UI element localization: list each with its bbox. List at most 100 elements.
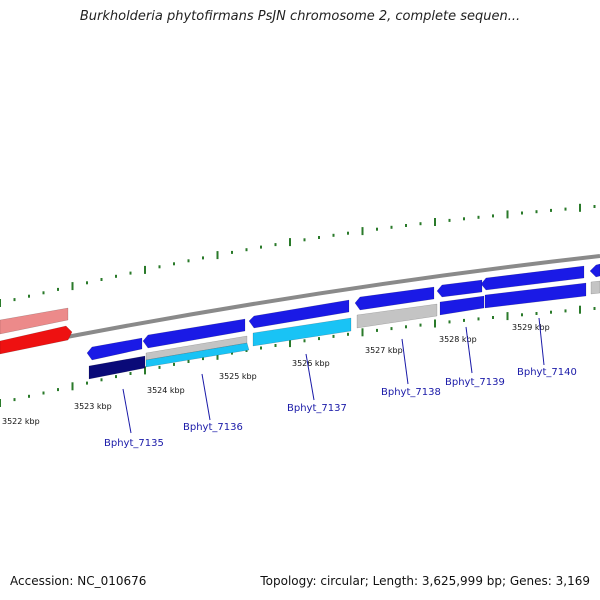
tick-label: 3526 kbp <box>292 359 330 368</box>
minor-tick <box>303 339 306 343</box>
leader-line <box>201 373 211 421</box>
major-tick <box>506 210 509 219</box>
leader-line <box>305 353 315 401</box>
chromosome-backbone <box>0 254 600 352</box>
gene-label-bphyt-7140[interactable]: Bphyt_7140 <box>517 367 577 378</box>
minor-tick <box>419 323 422 327</box>
gene-block-blue-1[interactable] <box>439 295 485 316</box>
minor-tick <box>202 357 204 361</box>
gene-block-blue-2[interactable] <box>484 282 587 309</box>
leader-line <box>538 317 545 366</box>
gene-label-bphyt-7137[interactable]: Bphyt_7137 <box>287 403 347 414</box>
gene-arrow-edge[interactable] <box>589 263 600 278</box>
major-tick <box>71 282 74 291</box>
gene-block-dark[interactable] <box>88 355 146 380</box>
minor-tick <box>260 245 262 249</box>
gene-arrow-pink[interactable] <box>0 307 69 335</box>
minor-tick <box>448 320 451 324</box>
major-tick <box>289 339 291 348</box>
minor-tick <box>477 215 480 219</box>
major-tick <box>216 351 219 360</box>
minor-tick <box>13 398 16 402</box>
minor-tick <box>115 375 117 379</box>
minor-tick <box>100 278 103 281</box>
minor-tick <box>86 381 88 385</box>
major-tick <box>579 305 581 314</box>
minor-tick <box>332 334 335 338</box>
tick-label: 3525 kbp <box>219 372 257 381</box>
minor-tick <box>28 394 30 398</box>
gene-group-forward <box>86 263 600 361</box>
gene-label-bphyt-7139[interactable]: Bphyt_7139 <box>445 377 505 388</box>
major-tick <box>144 366 146 375</box>
minor-tick <box>463 217 465 221</box>
minor-tick <box>318 236 320 239</box>
minor-tick <box>86 281 88 285</box>
gene-arrow-bphyt-7139[interactable] <box>436 279 483 298</box>
minor-tick <box>492 214 494 218</box>
minor-tick <box>564 309 567 313</box>
minor-tick <box>521 313 523 317</box>
gene-label-bphyt-7136[interactable]: Bphyt_7136 <box>183 422 243 433</box>
minor-tick <box>390 225 393 229</box>
minor-tick <box>376 328 378 332</box>
major-tick <box>506 312 509 321</box>
major-tick <box>434 218 436 226</box>
gene-arrow-bphyt-7137[interactable] <box>248 299 350 329</box>
leader-line <box>122 388 132 434</box>
minor-tick <box>593 307 596 310</box>
minor-tick <box>477 317 480 321</box>
gene-block-gray-2[interactable] <box>356 303 438 329</box>
major-tick <box>434 319 436 328</box>
major-tick <box>144 265 146 274</box>
minor-tick <box>187 259 190 263</box>
major-tick <box>361 328 364 337</box>
gene-label-bphyt-7138[interactable]: Bphyt_7138 <box>381 387 441 398</box>
gene-block-gray-edge[interactable] <box>590 280 600 295</box>
leader-line <box>465 326 473 374</box>
minor-tick <box>463 318 465 322</box>
gene-arrow-bphyt-7138[interactable] <box>354 286 435 311</box>
minor-tick <box>57 388 59 392</box>
minor-tick <box>173 362 175 366</box>
gene-label-group: Bphyt_7135 Bphyt_7136 Bphyt_7137 Bphyt_7… <box>104 367 577 449</box>
minor-tick <box>28 294 30 298</box>
minor-tick <box>129 271 132 275</box>
gene-block-cyan-2[interactable] <box>252 317 352 347</box>
major-tick <box>289 238 291 247</box>
minor-tick <box>303 238 306 242</box>
minor-tick <box>158 265 161 269</box>
gene-block-cyan-1[interactable] <box>145 342 250 368</box>
minor-tick <box>115 274 117 278</box>
gene-arrow-red[interactable] <box>0 325 73 355</box>
major-tick <box>0 299 1 307</box>
gene-arrow-bphyt-7140[interactable] <box>480 265 585 291</box>
gene-label-leaders <box>122 317 545 434</box>
tick-label-group: 3522 kbp 3523 kbp 3524 kbp 3525 kbp 3526… <box>2 323 550 426</box>
major-tick <box>361 227 364 236</box>
tick-label: 3523 kbp <box>74 402 112 411</box>
minor-tick <box>347 332 349 336</box>
map-title: Burkholderia phytofirmans PsJN chromosom… <box>79 9 521 24</box>
gene-arrow-bphyt-7135[interactable] <box>86 337 143 361</box>
gene-arrow-bphyt-7136[interactable] <box>142 318 246 349</box>
minor-tick <box>158 365 161 369</box>
tick-label: 3524 kbp <box>147 386 185 395</box>
minor-tick <box>376 227 378 231</box>
minor-tick <box>564 207 567 211</box>
minor-tick <box>535 312 538 315</box>
gene-group-reverse <box>88 280 600 380</box>
minor-tick <box>100 378 103 382</box>
minor-tick <box>260 346 262 350</box>
minor-tick <box>318 337 320 341</box>
minor-tick <box>405 325 407 329</box>
tick-label: 3522 kbp <box>2 417 40 426</box>
minor-tick <box>347 231 349 235</box>
major-tick <box>216 251 219 260</box>
minor-tick <box>42 391 45 395</box>
leader-line <box>401 338 409 385</box>
minor-tick <box>521 211 523 215</box>
gene-label-bphyt-7135[interactable]: Bphyt_7135 <box>104 438 164 449</box>
